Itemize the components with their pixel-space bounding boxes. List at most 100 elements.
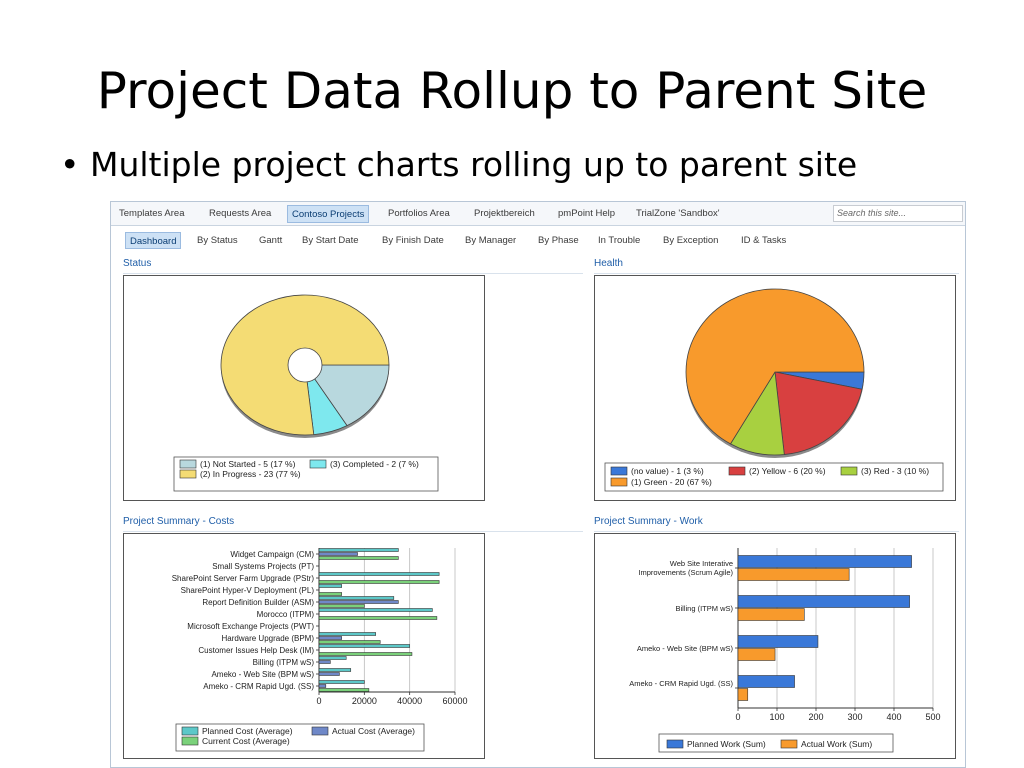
x-tick-label: 200 — [808, 712, 823, 722]
category-label: Microsoft Exchange Projects (PWT) — [187, 622, 314, 631]
legend-swatch — [610, 477, 628, 487]
x-tick-label: 40000 — [397, 696, 422, 706]
x-tick-label: 500 — [925, 712, 940, 722]
bar-actual-work-sum-web-site-interative-improvements-scrum-agile — [737, 568, 850, 581]
search-input[interactable]: Search this site... — [833, 205, 963, 222]
subnav-dashboard[interactable]: Dashboard — [125, 232, 182, 249]
bar-current-cost-average-sharepoint-hyper-v-deployment-pl — [318, 592, 342, 596]
legend-label: Actual Work (Sum) — [801, 739, 872, 749]
tab-projektbereich[interactable]: Projektbereich — [474, 208, 535, 219]
costs-chart-panel: 0 20000 40000 60000 Widget Campaign (CM) Smal… — [123, 533, 485, 759]
subnav-gantt[interactable]: Gantt — [259, 235, 283, 246]
legend-label: (3) Red - 3 (10 %) — [861, 466, 929, 476]
legend-swatch — [666, 739, 684, 749]
section-divider — [123, 531, 583, 532]
bar-planned-work-sum-ameko-web-site-bpm-ws — [737, 635, 819, 648]
category-label: Morocco (ITPM) — [257, 610, 315, 619]
bar-planned-cost-average-sharepoint-server-farm-upgrade-pstr — [318, 572, 440, 576]
legend-label: (no value) - 1 (3 %) — [631, 466, 704, 476]
work-bar-chart: 0 100 200 300 400 500 Web Site InterativeImpro… — [629, 548, 941, 753]
category-label: Ameko - CRM Rapid Ugd. (SS) — [203, 682, 314, 691]
bar-planned-cost-average-sharepoint-hyper-v-deployment-pl — [318, 584, 342, 588]
legend-swatch — [309, 459, 327, 469]
slide-bullet: • Multiple project charts rolling up to p… — [60, 145, 857, 184]
legend-swatch — [311, 726, 329, 736]
bar-current-cost-average-report-definition-builder-asm — [318, 604, 365, 608]
section-divider — [123, 273, 583, 274]
status-pie-chart: (1) Not Started - 5 (17 %) (3) Completed … — [173, 294, 439, 492]
section-title-costs: Project Summary - Costs — [123, 516, 235, 527]
subnav-in-trouble[interactable]: In Trouble — [598, 235, 641, 246]
bar-planned-cost-average-customer-issues-help-desk-im — [318, 644, 410, 648]
category-label: Ameko - Web Site (BPM wS) — [211, 670, 314, 679]
legend-swatch — [181, 726, 199, 736]
top-navigation: Templates Area Requests Area Contoso Pro… — [111, 202, 965, 226]
bar-actual-cost-average-widget-campaign-cm — [318, 552, 358, 556]
bar-current-cost-average-customer-issues-help-desk-im — [318, 652, 413, 656]
bar-planned-cost-average-report-definition-builder-asm — [318, 596, 395, 600]
category-label: Improvements (Scrum Agile) — [638, 568, 733, 577]
pie-slice-2-yellow-6-20 — [774, 371, 863, 455]
x-tick-label: 100 — [769, 712, 784, 722]
tab-pmpoint-help[interactable]: pmPoint Help — [558, 208, 616, 219]
subnav-by-finish-date[interactable]: By Finish Date — [382, 235, 444, 246]
category-label: Billing (ITPM wS) — [253, 658, 315, 667]
pie-slice-2-in-progress-23-77 — [220, 294, 390, 436]
legend-box — [658, 733, 894, 753]
legend-swatch — [179, 459, 197, 469]
tab-templates-area[interactable]: Templates Area — [119, 208, 185, 219]
sub-navigation: Dashboard By Status Gantt By Start Date … — [111, 227, 965, 252]
legend-swatch — [840, 466, 858, 476]
health-chart-panel: (no value) - 1 (3 %) (2) Yellow - 6 (20 %… — [594, 275, 956, 501]
subnav-by-phase[interactable]: By Phase — [538, 235, 579, 246]
bar-planned-cost-average-morocco-itpm — [318, 608, 433, 612]
category-label: Customer Issues Help Desk (IM) — [198, 646, 314, 655]
section-title-health: Health — [594, 258, 623, 269]
legend-box — [173, 456, 439, 492]
category-label: Widget Campaign (CM) — [230, 550, 314, 559]
x-tick-label: 300 — [847, 712, 862, 722]
subnav-id-tasks[interactable]: ID & Tasks — [741, 235, 787, 246]
subnav-by-start-date[interactable]: By Start Date — [302, 235, 359, 246]
legend-label: (3) Completed - 2 (7 %) — [330, 459, 419, 469]
legend-label: Planned Work (Sum) — [687, 739, 766, 749]
pie-slice-1-not-started-5-17 — [304, 364, 390, 427]
legend-label: (2) Yellow - 6 (20 %) — [749, 466, 826, 476]
category-label: Small Systems Projects (PT) — [212, 562, 314, 571]
category-label: Web Site Interative — [670, 559, 733, 568]
bar-actual-cost-average-ameko-crm-rapid-ugd-ss — [318, 684, 327, 688]
category-label: Ameko - Web Site (BPM wS) — [637, 644, 734, 653]
subnav-by-exception[interactable]: By Exception — [663, 235, 719, 246]
legend-label: Actual Cost (Average) — [332, 726, 415, 736]
bar-planned-cost-average-ameko-web-site-bpm-ws — [318, 668, 352, 672]
section-title-status: Status — [123, 258, 152, 269]
bar-actual-cost-average-ameko-web-site-bpm-ws — [318, 672, 340, 676]
bar-actual-cost-average-report-definition-builder-asm — [318, 600, 399, 604]
tab-contoso-projects[interactable]: Contoso Projects — [287, 205, 370, 223]
tab-requests-area[interactable]: Requests Area — [209, 208, 272, 219]
bar-planned-cost-average-hardware-upgrade-bpm — [318, 632, 376, 636]
category-label: Report Definition Builder (ASM) — [202, 598, 314, 607]
bar-actual-work-sum-ameko-web-site-bpm-ws — [737, 648, 776, 661]
bar-actual-work-sum-billing-itpm-ws — [737, 608, 805, 621]
legend-swatch — [780, 739, 798, 749]
tab-trialzone-sandbox[interactable]: TrialZone 'Sandbox' — [636, 208, 720, 219]
subnav-by-status[interactable]: By Status — [197, 235, 238, 246]
legend-label: Current Cost (Average) — [202, 736, 290, 746]
sharepoint-screenshot: Templates Area Requests Area Contoso Pro… — [110, 201, 966, 768]
subnav-by-manager[interactable]: By Manager — [465, 235, 517, 246]
bar-current-cost-average-sharepoint-server-farm-upgrade-pstr — [318, 580, 440, 584]
x-tick-label: 20000 — [352, 696, 377, 706]
bar-planned-cost-average-billing-itpm-ws — [318, 656, 347, 660]
slide-title: Project Data Rollup to Parent Site — [96, 62, 928, 120]
bar-current-cost-average-ameko-crm-rapid-ugd-ss — [318, 688, 370, 692]
costs-bar-chart: 0 20000 40000 60000 Widget Campaign (CM) Smal… — [172, 548, 468, 752]
bar-actual-work-sum-ameko-crm-rapid-ugd-ss — [737, 688, 749, 701]
tab-portfolios-area[interactable]: Portfolios Area — [388, 208, 450, 219]
bar-planned-work-sum-web-site-interative-improvements-scrum-agile — [737, 555, 912, 568]
bar-current-cost-average-widget-campaign-cm — [318, 556, 399, 560]
section-title-work: Project Summary - Work — [594, 516, 703, 527]
legend-swatch — [610, 466, 628, 476]
pie-slice-1-green-20-67 — [685, 288, 865, 445]
bar-current-cost-average-hardware-upgrade-bpm — [318, 640, 381, 644]
